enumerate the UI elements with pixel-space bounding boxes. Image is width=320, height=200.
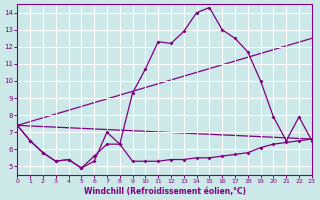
X-axis label: Windchill (Refroidissement éolien,°C): Windchill (Refroidissement éolien,°C): [84, 187, 245, 196]
